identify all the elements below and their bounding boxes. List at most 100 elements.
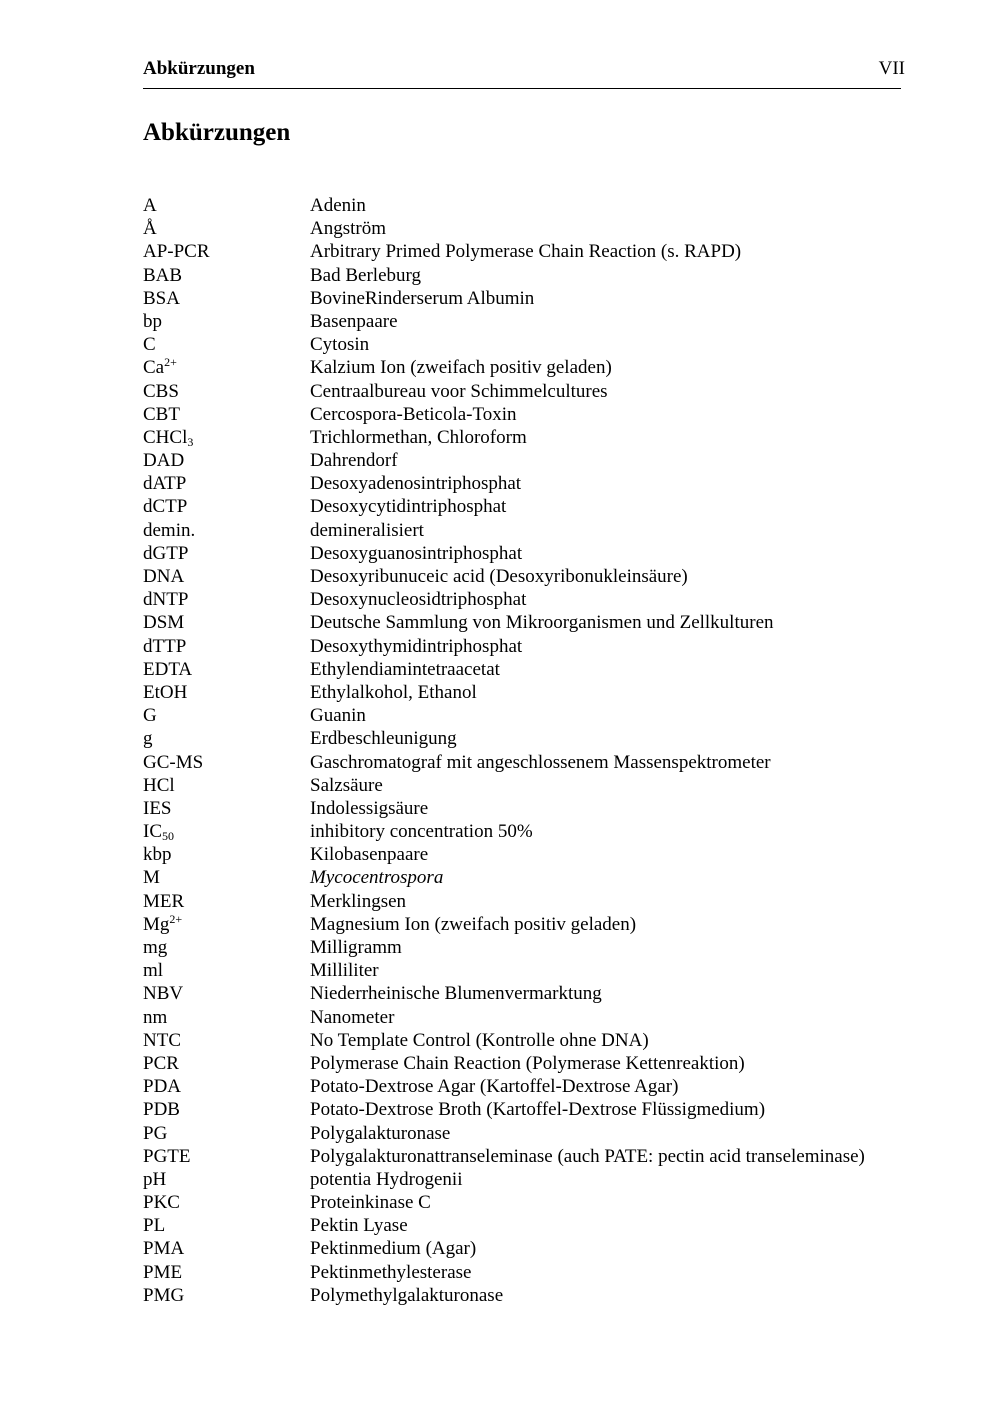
abbreviation-text: AP-PCR bbox=[143, 241, 210, 263]
definition: Polygalakturonattranseleminase (auch PAT… bbox=[310, 1145, 865, 1167]
subscript: 3 bbox=[187, 434, 194, 449]
abbreviation-row: Mg2+ Magnesium Ion (zweifach positiv gela… bbox=[143, 913, 943, 936]
abbreviation-text: PMA bbox=[143, 1238, 185, 1260]
abbreviation-text: nm bbox=[143, 1006, 168, 1028]
abbreviation: EtOH bbox=[143, 681, 187, 704]
definition: Desoxythymidintriphosphat bbox=[310, 635, 523, 657]
abbreviation-row: bp Basenpaare bbox=[143, 310, 943, 333]
definition: Gaschromatograf mit angeschlossenem Mass… bbox=[310, 751, 771, 773]
abbreviation: G bbox=[143, 704, 157, 727]
abbreviation-text: GC-MS bbox=[143, 751, 204, 773]
abbreviation-text: dNTP bbox=[143, 589, 189, 611]
abbreviation: g bbox=[143, 727, 153, 750]
abbreviation-row: GC-MS Gaschromatograf mit angeschlossenem… bbox=[143, 751, 943, 774]
abbreviation-row: PL Pektin Lyase bbox=[143, 1214, 943, 1237]
abbreviation-row: A Adenin bbox=[143, 194, 943, 217]
abbreviation-row: G Guanin bbox=[143, 704, 943, 727]
abbreviation: pH bbox=[143, 1168, 166, 1191]
abbreviation: NTC bbox=[143, 1029, 181, 1052]
abbreviation: PDA bbox=[143, 1075, 181, 1098]
abbreviation-text: ml bbox=[143, 960, 164, 982]
abbreviation-text: DSM bbox=[143, 612, 185, 634]
definition: Merklingsen bbox=[310, 890, 407, 912]
abbreviation: CBS bbox=[143, 380, 179, 403]
abbreviation-row: mg Milligramm bbox=[143, 936, 943, 959]
definition: Desoxycytidintriphosphat bbox=[310, 496, 507, 518]
subscript: 50 bbox=[162, 829, 174, 844]
abbreviation: A bbox=[143, 194, 157, 217]
abbreviation-text: CBS bbox=[143, 380, 179, 402]
abbreviation-text: EtOH bbox=[143, 681, 188, 703]
abbreviation-text: dTTP bbox=[143, 635, 187, 657]
abbreviation-list: A Adenin Å Angström AP-PCR Arbitrary Primed P… bbox=[143, 194, 943, 1307]
definition: Desoxyribunuceic acid (Desoxyribonuklein… bbox=[310, 566, 688, 587]
definition: Centraalbureau voor Schimmelcultures bbox=[310, 380, 608, 402]
abbreviation-text: PL bbox=[143, 1215, 166, 1237]
definition: No Template Control (Kontrolle ohne DNA) bbox=[310, 1029, 649, 1051]
abbreviation-row: PGTE Polygalakturonattranseleminase (auch… bbox=[143, 1145, 943, 1168]
abbreviation-row: BSA BovineRinderserum Albumin bbox=[143, 287, 943, 310]
abbreviation: IC50 bbox=[143, 820, 174, 843]
abbreviation: MER bbox=[143, 890, 184, 913]
abbreviation-row: PMA Pektinmedium (Agar) bbox=[143, 1237, 943, 1260]
abbreviation: mg bbox=[143, 936, 167, 959]
abbreviation-row: BAB Bad Berleburg bbox=[143, 264, 943, 287]
abbreviation-text: NTC bbox=[143, 1029, 181, 1051]
abbreviation: PKC bbox=[143, 1191, 180, 1214]
abbreviation: HCl bbox=[143, 774, 175, 797]
page-title: Abkürzungen bbox=[143, 119, 291, 146]
abbreviation-text: dCTP bbox=[143, 496, 188, 518]
abbreviation-text: PG bbox=[143, 1122, 168, 1144]
abbreviation-row: nm Nanometer bbox=[143, 1006, 943, 1029]
abbreviation: bp bbox=[143, 310, 162, 333]
abbreviation: GC-MS bbox=[143, 751, 203, 774]
abbreviation-text: Mg bbox=[143, 913, 170, 935]
abbreviation-text: C bbox=[143, 334, 156, 356]
abbreviation-text: Ca bbox=[143, 357, 165, 379]
abbreviation-row: AP-PCR Arbitrary Primed Polymerase Chain … bbox=[143, 240, 943, 263]
abbreviation: Ca2+ bbox=[143, 356, 177, 379]
definition: Polygalakturonase bbox=[310, 1122, 451, 1144]
abbreviation-row: Å Angström bbox=[143, 217, 943, 240]
abbreviation-row: PCR Polymerase Chain Reaction (Polymerase… bbox=[143, 1052, 943, 1075]
definition: Niederrheinische Blumenvermarktung bbox=[310, 983, 602, 1005]
definition: Pektinmedium (Agar) bbox=[310, 1238, 477, 1260]
abbreviation-row: DSM Deutsche Sammlung von Mikroorganismen… bbox=[143, 611, 943, 634]
abbreviation: Å bbox=[143, 217, 157, 240]
abbreviation-text: Å bbox=[143, 218, 157, 240]
abbreviation: DNA bbox=[143, 565, 184, 588]
abbreviation-row: NTC No Template Control (Kontrolle ohne D… bbox=[143, 1029, 943, 1052]
abbreviation-row: PKC Proteinkinase C bbox=[143, 1191, 943, 1214]
abbreviation-row: kbp Kilobasenpaare bbox=[143, 843, 943, 866]
abbreviation: demin. bbox=[143, 519, 195, 542]
definition: Desoxyadenosintriphosphat bbox=[310, 473, 522, 495]
definition: Desoxynucleosidtriphosphat bbox=[310, 589, 527, 611]
abbreviation-text: IC bbox=[143, 821, 162, 843]
abbreviation-text: PME bbox=[143, 1261, 183, 1283]
abbreviation: dCTP bbox=[143, 495, 187, 518]
running-header: Abkürzungen VII bbox=[143, 58, 905, 82]
abbreviation-text: PMG bbox=[143, 1284, 185, 1306]
abbreviation-text: IES bbox=[143, 797, 172, 819]
definition: Arbitrary Primed Polymerase Chain Reacti… bbox=[310, 241, 742, 263]
abbreviation-text: CBT bbox=[143, 403, 180, 425]
abbreviation-text: dGTP bbox=[143, 542, 189, 564]
abbreviation-text: HCl bbox=[143, 774, 175, 796]
abbreviation: ml bbox=[143, 959, 163, 982]
abbreviation-text: pH bbox=[143, 1168, 167, 1190]
abbreviation: PDB bbox=[143, 1098, 180, 1121]
superscript: 2+ bbox=[164, 355, 177, 370]
abbreviation-text: M bbox=[143, 867, 160, 889]
definition: Proteinkinase C bbox=[310, 1192, 431, 1214]
abbreviation: PME bbox=[143, 1261, 182, 1284]
definition: Adenin bbox=[310, 195, 366, 216]
definition: Pektin Lyase bbox=[310, 1215, 408, 1237]
abbreviation: dATP bbox=[143, 472, 186, 495]
abbreviation-row: DAD Dahrendorf bbox=[143, 449, 943, 472]
abbreviation: kbp bbox=[143, 843, 172, 866]
abbreviation-text: PCR bbox=[143, 1052, 179, 1074]
definition: BovineRinderserum Albumin bbox=[310, 287, 535, 309]
definition: Cercospora-Beticola-Toxin bbox=[310, 403, 517, 425]
definition: Milliliter bbox=[310, 960, 379, 982]
definition: Deutsche Sammlung von Mikroorganismen un… bbox=[310, 612, 774, 634]
